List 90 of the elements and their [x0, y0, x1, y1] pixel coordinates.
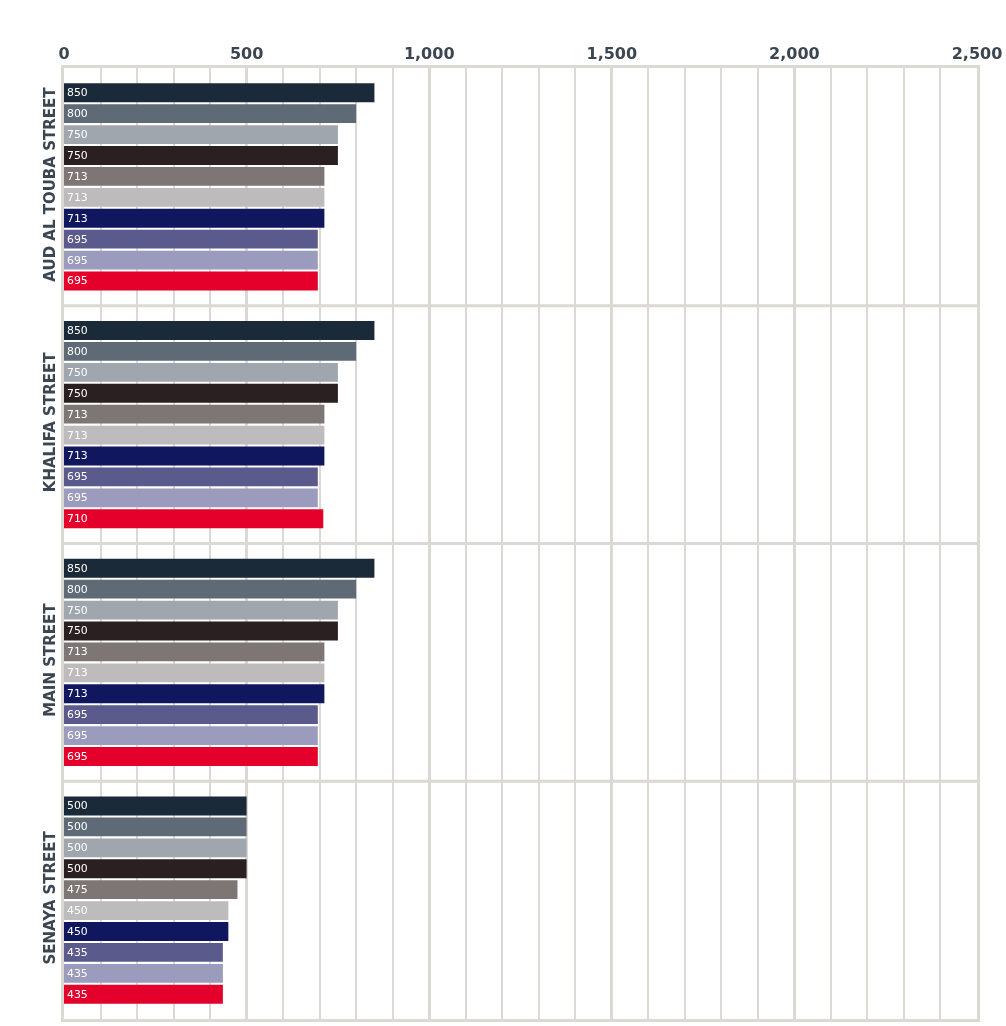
x-tick-label: 1,500 — [586, 43, 638, 63]
data-label: 450 — [67, 904, 88, 918]
data-label: 713 — [67, 687, 88, 701]
x-tick-label: 2,500 — [951, 43, 1003, 63]
bar — [64, 838, 247, 858]
data-label: 713 — [67, 190, 88, 204]
bar — [64, 488, 318, 508]
bar — [64, 796, 247, 816]
data-label: 850 — [67, 323, 88, 337]
data-label: 500 — [67, 862, 88, 876]
data-label: 750 — [67, 128, 88, 142]
data-label: 450 — [67, 924, 88, 938]
data-label: 800 — [67, 582, 88, 596]
data-label: 695 — [67, 253, 88, 267]
bar — [64, 362, 338, 382]
data-label: 713 — [67, 211, 88, 225]
bar — [64, 467, 318, 487]
bar — [64, 859, 247, 879]
data-label: 850 — [67, 561, 88, 575]
bar — [64, 104, 357, 124]
bar — [64, 963, 223, 983]
x-tick-label: 1,000 — [403, 43, 455, 63]
data-label: 750 — [67, 148, 88, 162]
y-tick-label: MAIN STREET — [41, 602, 59, 717]
x-tick-label: 2,000 — [769, 43, 820, 63]
data-label: 500 — [67, 841, 88, 855]
bar — [64, 341, 357, 361]
bar — [64, 901, 229, 920]
data-label: 850 — [67, 86, 88, 100]
bar — [64, 83, 375, 103]
bar — [64, 425, 325, 445]
data-label: 713 — [67, 407, 88, 421]
data-label: 750 — [67, 365, 88, 379]
bar — [64, 208, 325, 228]
data-label: 435 — [67, 945, 88, 959]
bar — [64, 684, 325, 704]
y-tick-label: SENAYA STREET — [41, 830, 59, 965]
bar — [64, 558, 375, 578]
x-tick-label: 500 — [229, 43, 264, 63]
bar — [64, 187, 325, 207]
bar — [64, 125, 338, 144]
data-label: 750 — [67, 603, 88, 617]
data-label: 800 — [67, 107, 88, 121]
bar — [64, 880, 238, 900]
bar — [64, 404, 325, 424]
bar — [64, 321, 375, 340]
bar — [64, 579, 357, 599]
data-label: 750 — [67, 386, 88, 400]
data-label: 695 — [67, 729, 88, 743]
data-label: 435 — [67, 987, 88, 1001]
data-label: 713 — [67, 666, 88, 680]
data-label: 475 — [67, 883, 88, 897]
bar — [64, 922, 229, 941]
bar — [64, 621, 338, 641]
data-label: 713 — [67, 645, 88, 659]
data-label: 500 — [67, 820, 88, 834]
bar — [64, 383, 338, 403]
data-label: 710 — [67, 512, 88, 526]
data-label: 435 — [67, 966, 88, 980]
bar — [64, 229, 318, 249]
bar — [64, 446, 325, 466]
data-label: 750 — [67, 624, 88, 638]
bar — [64, 600, 338, 620]
bar — [64, 705, 318, 725]
data-label: 713 — [67, 428, 88, 442]
data-label: 695 — [67, 274, 88, 288]
bar — [64, 817, 247, 837]
bar — [64, 663, 325, 683]
bar — [64, 146, 338, 165]
bar — [64, 509, 324, 529]
data-label: 695 — [67, 749, 88, 763]
bar — [64, 271, 318, 291]
bar — [64, 747, 318, 766]
bar — [64, 943, 223, 962]
data-label: 695 — [67, 708, 88, 722]
data-label: 695 — [67, 470, 88, 484]
data-label: 713 — [67, 449, 88, 463]
data-label: 800 — [67, 344, 88, 358]
data-label: 695 — [67, 232, 88, 246]
bar — [64, 250, 318, 270]
bar — [64, 984, 223, 1004]
data-label: 713 — [67, 169, 88, 183]
data-label: 695 — [67, 491, 88, 505]
y-tick-label: AUD AL TOUBA STREET — [41, 86, 59, 282]
y-tick-label: KHALIFA STREET — [41, 351, 59, 493]
x-tick-label: 0 — [58, 43, 70, 63]
data-label: 500 — [67, 799, 88, 813]
bar — [64, 167, 325, 186]
bar — [64, 642, 325, 662]
bar — [64, 726, 318, 746]
